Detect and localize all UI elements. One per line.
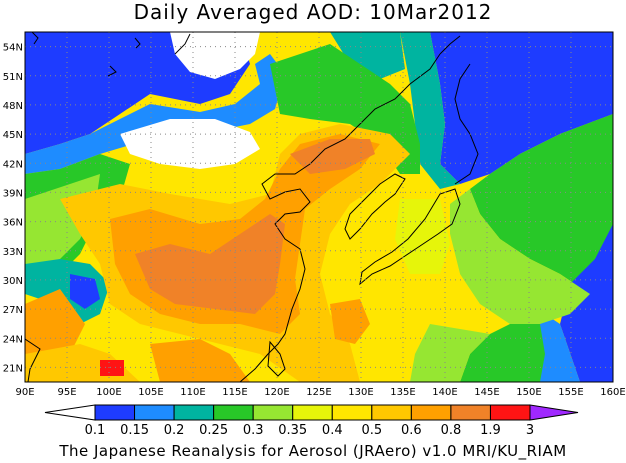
colorbar-label: 0.8	[441, 423, 462, 438]
colorbar-over-triangle	[529, 404, 579, 421]
lat-axis: 21N 24N 27N 30N 33N 36N 39N 42N 45N 48N 51N 54N	[3, 43, 23, 375]
colorbar-label: 0.5	[361, 423, 382, 438]
aod-region-w-blue	[70, 274, 100, 309]
colorbar: 0.1 0.15 0.2 0.25 0.3 0.35 0.4 0.5 0.6 0.8 1.9 3	[44, 404, 579, 438]
colorbar-box	[173, 404, 215, 421]
colorbar-box	[213, 404, 254, 421]
lon-tick-label: 130E	[348, 387, 373, 398]
map-frame	[24, 31, 614, 383]
aod-region-c-darkorange	[135, 214, 285, 314]
aod-region-ne-blue	[430, 32, 613, 184]
colorbar-label: 0.35	[278, 423, 307, 438]
colorbar-box	[134, 404, 175, 421]
aod-region-ne-teal	[400, 32, 460, 189]
lon-tick-label: 115E	[222, 387, 247, 398]
lon-tick-label: 120E	[264, 387, 289, 398]
aod-region-s-orange	[150, 339, 250, 382]
colorbar-label: 0.15	[120, 423, 149, 438]
colorbar-label: 0.2	[164, 423, 185, 438]
aod-region-ne-darkorange	[290, 139, 375, 174]
lon-tick-label: 110E	[180, 387, 205, 398]
lon-tick-label: 150E	[516, 387, 541, 398]
aod-region-e-blue	[560, 224, 613, 382]
aod-region-w-teal	[25, 259, 110, 324]
colorbar-box	[450, 404, 491, 421]
lon-tick-label: 105E	[138, 387, 163, 398]
lat-tick-label: 33N	[3, 247, 23, 258]
aod-region-ne-teal2	[330, 32, 405, 79]
aod-region-clean-mongolia	[120, 119, 260, 169]
lon-tick-label: 155E	[558, 387, 583, 398]
lon-tick-label: 100E	[96, 387, 121, 398]
gridlines	[25, 32, 613, 382]
lat-tick-label: 51N	[3, 72, 23, 83]
lon-tick-label: 125E	[306, 387, 331, 398]
map-title: Daily Averaged AOD: 10Mar2012	[133, 0, 493, 24]
aod-region-mid-lime	[395, 199, 450, 274]
colorbar-label: 0.6	[401, 423, 422, 438]
lon-tick-label: 145E	[474, 387, 499, 398]
colorbar-box	[489, 404, 531, 421]
colorbar-label: 1.9	[480, 423, 501, 438]
aod-region-e-green	[470, 114, 613, 304]
aod-region-se-green	[460, 324, 545, 382]
lon-tick-label: 135E	[390, 387, 415, 398]
lon-tick-label: 90E	[15, 387, 34, 398]
lat-tick-label: 39N	[3, 188, 23, 199]
lat-tick-label: 42N	[3, 159, 23, 170]
lat-tick-label: 45N	[3, 130, 23, 141]
lat-tick-label: 24N	[3, 334, 23, 345]
lon-tick-label: 140E	[432, 387, 457, 398]
colorbar-box	[252, 404, 294, 421]
lat-tick-label: 54N	[3, 43, 23, 54]
colorbar-label: 0.3	[243, 423, 264, 438]
lat-tick-label: 30N	[3, 276, 23, 287]
coastlines	[25, 32, 479, 382]
colorbar-label: 3	[526, 423, 534, 438]
lon-tick-label: 160E	[600, 387, 625, 398]
lat-tick-label: 36N	[3, 218, 23, 229]
colorbar-box	[371, 404, 412, 421]
aod-region-pacific-orange	[330, 299, 370, 344]
lon-tick-label: 95E	[57, 387, 76, 398]
lat-tick-label: 21N	[3, 363, 23, 374]
footer-credit: The Japanese Reanalysis for Aerosol (JRA…	[59, 442, 567, 460]
colorbar-label: 0.25	[199, 423, 228, 438]
aod-map: 90E 95E 100E 105E 110E 115E 120E 125E 130E 135E 14…	[3, 31, 626, 438]
colorbar-label: 0.4	[322, 423, 343, 438]
colorbar-box	[94, 404, 136, 421]
colorbar-box	[292, 404, 333, 421]
lon-axis: 90E 95E 100E 105E 110E 115E 120E 125E 130E 135E 14…	[15, 387, 625, 398]
colorbar-box	[331, 404, 373, 421]
aod-region-e-lime	[450, 189, 590, 324]
aod-region-nw-lightblue	[25, 54, 285, 174]
lat-tick-label: 48N	[3, 101, 23, 112]
colorbar-label: 0.1	[85, 423, 106, 438]
colorbar-under-triangle	[44, 404, 96, 421]
aod-region-hotspot	[100, 360, 124, 376]
colorbar-box	[410, 404, 452, 421]
lat-tick-label: 27N	[3, 305, 23, 316]
